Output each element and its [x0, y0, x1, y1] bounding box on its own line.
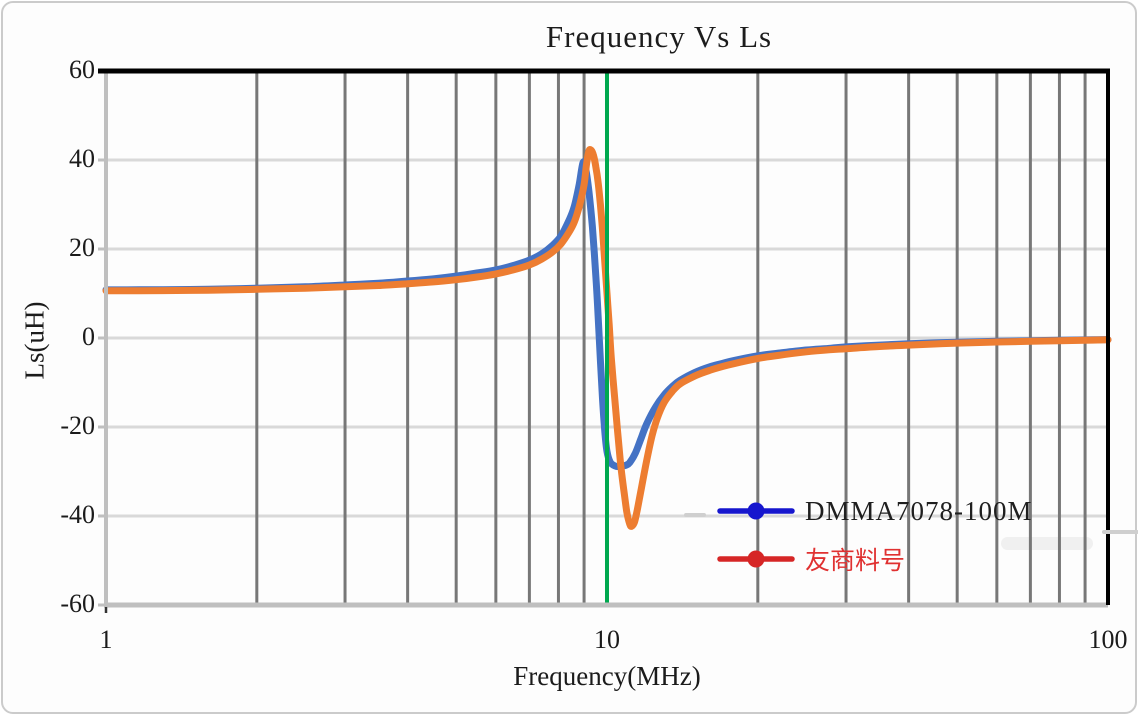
legend-label: 友商料号: [805, 547, 906, 575]
legend-marker-blue-icon: [717, 502, 795, 520]
y-tick-label: -40: [60, 499, 95, 529]
x-tick-label: 1: [99, 625, 113, 654]
y-tick-label: -60: [60, 588, 95, 618]
y-tick-label: 20: [69, 232, 95, 262]
chart-title: Frequency Vs Ls: [545, 19, 773, 54]
y-tick-label: 60: [69, 54, 95, 84]
legend-marker-red-icon: [717, 550, 795, 568]
chart-legend: DMMA7078-100M 友商料号: [717, 495, 1033, 575]
series-curve: [102, 146, 1112, 530]
y-tick-label: 40: [69, 143, 95, 173]
y-tick-label: 0: [82, 321, 95, 351]
x-tick-label: 100: [1088, 625, 1128, 654]
legend-entry-dmma7078: DMMA7078-100M: [717, 495, 1033, 526]
watermark-artifact: [1001, 537, 1093, 550]
x-tick-label: 10: [594, 625, 620, 654]
legend-entry-competitor: 友商料号: [717, 545, 1033, 575]
legend-label: DMMA7078-100M: [805, 495, 1033, 526]
y-tick-label: -20: [60, 410, 95, 440]
watermark-artifact: [684, 513, 706, 517]
watermark-artifact: [1102, 530, 1138, 534]
x-axis-title: Frequency(MHz): [513, 661, 701, 691]
